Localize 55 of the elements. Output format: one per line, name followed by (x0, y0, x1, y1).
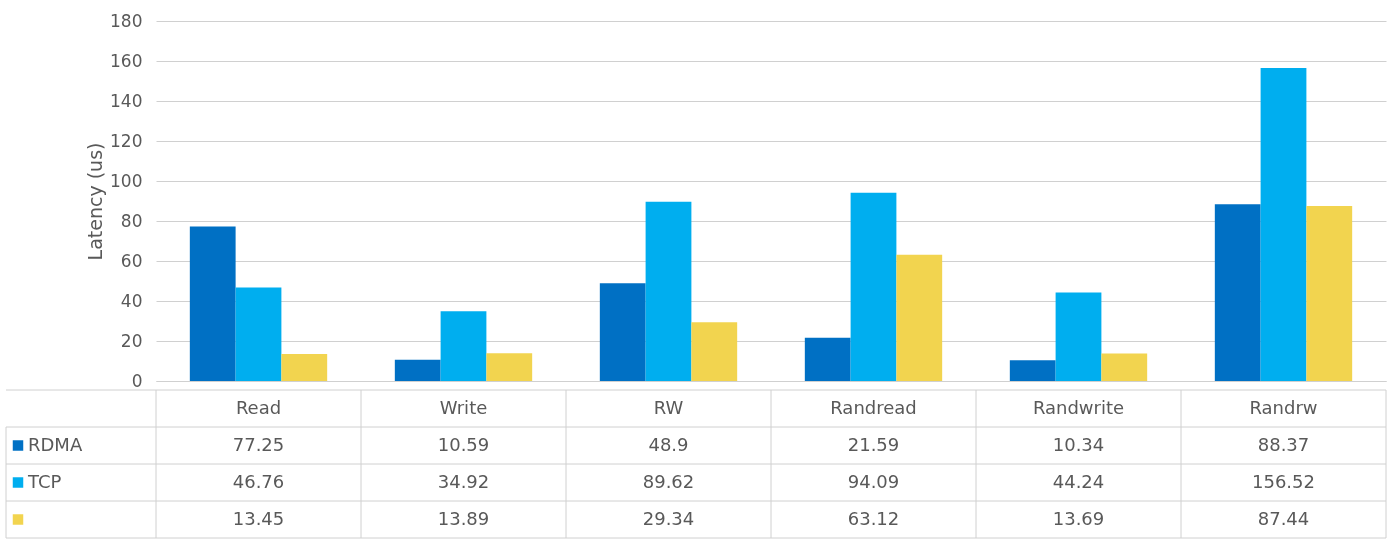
bar (486, 353, 533, 381)
bar (691, 322, 738, 381)
x-tick-label: Randread (830, 396, 917, 418)
bar (1009, 360, 1056, 381)
bar (394, 359, 441, 381)
bar (1260, 67, 1307, 381)
data-label: 89.62 (642, 470, 695, 492)
y-tick-label: 140 (110, 90, 143, 111)
bar (189, 226, 236, 381)
data-label: 13.45 (232, 507, 285, 529)
data-label: 21.59 (847, 433, 900, 455)
data-label: 87.44 (1257, 507, 1310, 529)
bar (804, 337, 851, 381)
bar (599, 283, 646, 381)
data-label: 88.37 (1257, 433, 1310, 455)
y-tick-label: 160 (110, 50, 143, 71)
data-label: 13.69 (1052, 507, 1105, 529)
y-axis-title: Latency (us) (84, 142, 107, 261)
data-label: 46.76 (232, 470, 285, 492)
bar (850, 192, 897, 381)
x-tick-label: RW (653, 396, 684, 418)
bar (440, 311, 487, 381)
y-tick-label: 60 (120, 250, 143, 271)
bar (896, 254, 943, 381)
data-label: 13.89 (437, 507, 490, 529)
x-tick-label: Randrw (1249, 396, 1318, 418)
y-tick-label: 40 (120, 290, 143, 311)
data-label: 10.34 (1052, 433, 1105, 455)
y-tick-label: 120 (110, 130, 143, 151)
legend-label: TCP (27, 470, 62, 492)
data-label: 94.09 (847, 470, 900, 492)
data-label: 63.12 (847, 507, 900, 529)
bar (1306, 206, 1353, 381)
bar (645, 201, 692, 381)
bar (1214, 204, 1261, 381)
bar (235, 287, 282, 381)
data-label: 34.92 (437, 470, 490, 492)
data-label: 10.59 (437, 433, 490, 455)
data-label: 44.24 (1052, 470, 1105, 492)
y-tick-label: 180 (110, 10, 143, 31)
data-label: 29.34 (642, 507, 695, 529)
y-tick-label: 20 (120, 330, 143, 351)
x-tick-label: Write (439, 396, 488, 418)
data-label: 77.25 (232, 433, 285, 455)
data-label: 156.52 (1252, 470, 1315, 492)
y-tick-label: 80 (120, 210, 143, 231)
bar (1101, 353, 1148, 381)
x-tick-label: Read (235, 396, 282, 418)
bar (1055, 292, 1102, 381)
legend-label: RDMA (28, 433, 83, 455)
x-tick-label: Randwrite (1032, 396, 1125, 418)
y-tick-label: 100 (110, 170, 143, 191)
y-tick-label: 0 (131, 370, 143, 391)
bar (281, 354, 328, 381)
data-label: 48.9 (648, 433, 689, 455)
